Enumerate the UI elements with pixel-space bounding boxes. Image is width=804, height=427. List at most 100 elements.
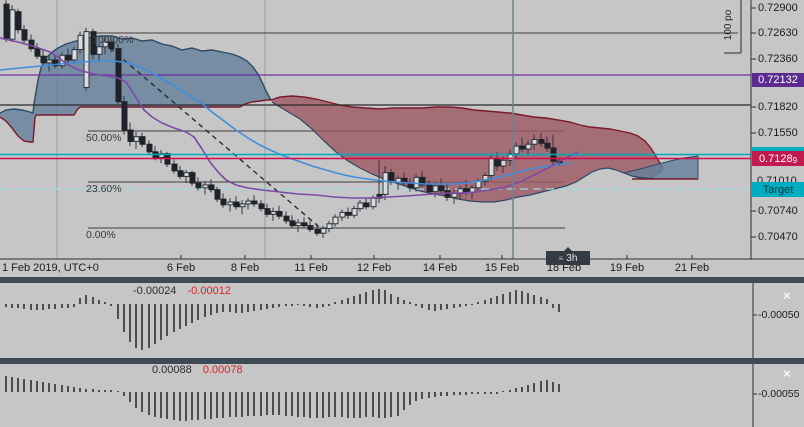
histogram-bar — [490, 298, 492, 304]
histogram-bar — [61, 385, 63, 392]
candle-body — [183, 172, 190, 177]
histogram-bar — [540, 381, 542, 392]
histogram-bar — [98, 390, 100, 392]
histogram-2 — [5, 376, 560, 421]
histogram-bar — [73, 304, 75, 307]
list-icon: ≡ — [558, 253, 564, 263]
histogram-bar — [527, 293, 529, 304]
candle-body — [488, 157, 495, 176]
indicator-2-axis-label: -0.00055 — [758, 388, 800, 400]
histogram-bar — [123, 304, 125, 332]
histogram-bar — [378, 392, 380, 418]
candle-body — [227, 201, 234, 206]
histogram-bar — [303, 392, 305, 417]
histogram-bar — [79, 388, 81, 392]
histogram-bar — [328, 392, 330, 417]
candle-body — [195, 182, 202, 189]
histogram-bar — [260, 304, 262, 310]
histogram-bar — [54, 304, 56, 309]
histogram-bar — [484, 300, 486, 304]
histogram-bar — [334, 392, 336, 417]
histogram-bar — [216, 392, 218, 418]
candle-body — [494, 157, 501, 167]
histogram-bar — [104, 302, 106, 304]
candle-body — [233, 201, 240, 208]
candle-body — [239, 203, 246, 208]
measure-label: 100 po — [723, 9, 734, 41]
histogram-bar — [154, 392, 156, 417]
candle-body — [519, 145, 526, 150]
indicator-2-signal-value: 0.00078 — [202, 364, 243, 376]
histogram-bar — [540, 297, 542, 304]
histogram-bar — [353, 392, 355, 418]
histogram-bar — [465, 304, 467, 306]
candle-body — [289, 220, 296, 227]
candle-body — [276, 210, 283, 217]
target-badge[interactable]: Target — [752, 182, 804, 197]
histogram-bar — [546, 299, 548, 304]
histogram-bar — [11, 377, 13, 392]
histogram-1 — [5, 289, 560, 350]
histogram-bar — [552, 304, 554, 308]
histogram-bar — [415, 304, 417, 306]
histogram-bar — [129, 304, 131, 342]
histogram-bar — [353, 296, 355, 304]
histogram-bar — [191, 304, 193, 323]
indicator-1-signal-value: -0.00012 — [187, 285, 231, 297]
indicator-1-close-button[interactable]: × — [783, 288, 791, 303]
histogram-bar — [546, 380, 548, 392]
histogram-bar — [285, 392, 287, 416]
histogram-bar — [135, 304, 137, 348]
current-price-badge[interactable]: 0.7128 9 — [752, 151, 804, 166]
histogram-bar — [135, 392, 137, 408]
histogram-bar — [42, 382, 44, 392]
histogram-bar — [141, 304, 143, 350]
histogram-bar — [23, 379, 25, 392]
ichimoku-cloud-bearish — [271, 96, 663, 202]
tooltip-arrow-icon — [564, 247, 572, 251]
histogram-bar — [521, 291, 523, 304]
candle-body — [139, 136, 146, 145]
histogram-bar — [197, 392, 199, 420]
histogram-bar — [191, 392, 193, 420]
candle-body — [90, 31, 97, 55]
histogram-bar — [341, 300, 343, 304]
histogram-bar — [384, 290, 386, 304]
histogram-bar — [197, 304, 199, 320]
candle-body — [382, 172, 389, 195]
histogram-bar — [260, 392, 262, 416]
histogram-bar — [235, 392, 237, 417]
histogram-bar — [459, 304, 461, 307]
candle-body — [370, 197, 377, 208]
histogram-bar — [347, 392, 349, 418]
timeframe-tooltip: ≡ 3h — [546, 247, 590, 265]
candle-body — [40, 55, 47, 64]
candle-body — [258, 203, 265, 210]
histogram-bar — [322, 304, 324, 307]
histogram-bar — [434, 304, 436, 311]
histogram-bar — [235, 304, 237, 313]
histogram-bar — [278, 304, 280, 307]
histogram-bar — [247, 304, 249, 312]
histogram-bar — [110, 304, 112, 306]
histogram-bar — [148, 304, 150, 348]
histogram-bar — [30, 380, 32, 392]
candle-body — [146, 143, 153, 153]
histogram-bar — [266, 392, 268, 415]
histogram-bar — [533, 383, 535, 392]
candle-body — [264, 208, 271, 215]
price-level-badge-purple[interactable]: 0.72132 — [752, 73, 804, 87]
candle-body — [270, 210, 277, 215]
indicator-1-values: -0.00024 -0.00012 — [133, 285, 231, 297]
histogram-bar — [42, 304, 44, 310]
candle-body — [326, 223, 333, 229]
histogram-bar — [552, 382, 554, 392]
histogram-bar — [229, 304, 231, 312]
histogram-bar — [521, 387, 523, 392]
indicator-2-close-button[interactable]: × — [783, 366, 791, 381]
candle-body — [531, 139, 538, 145]
histogram-bar — [166, 304, 168, 336]
histogram-bar — [67, 304, 69, 308]
